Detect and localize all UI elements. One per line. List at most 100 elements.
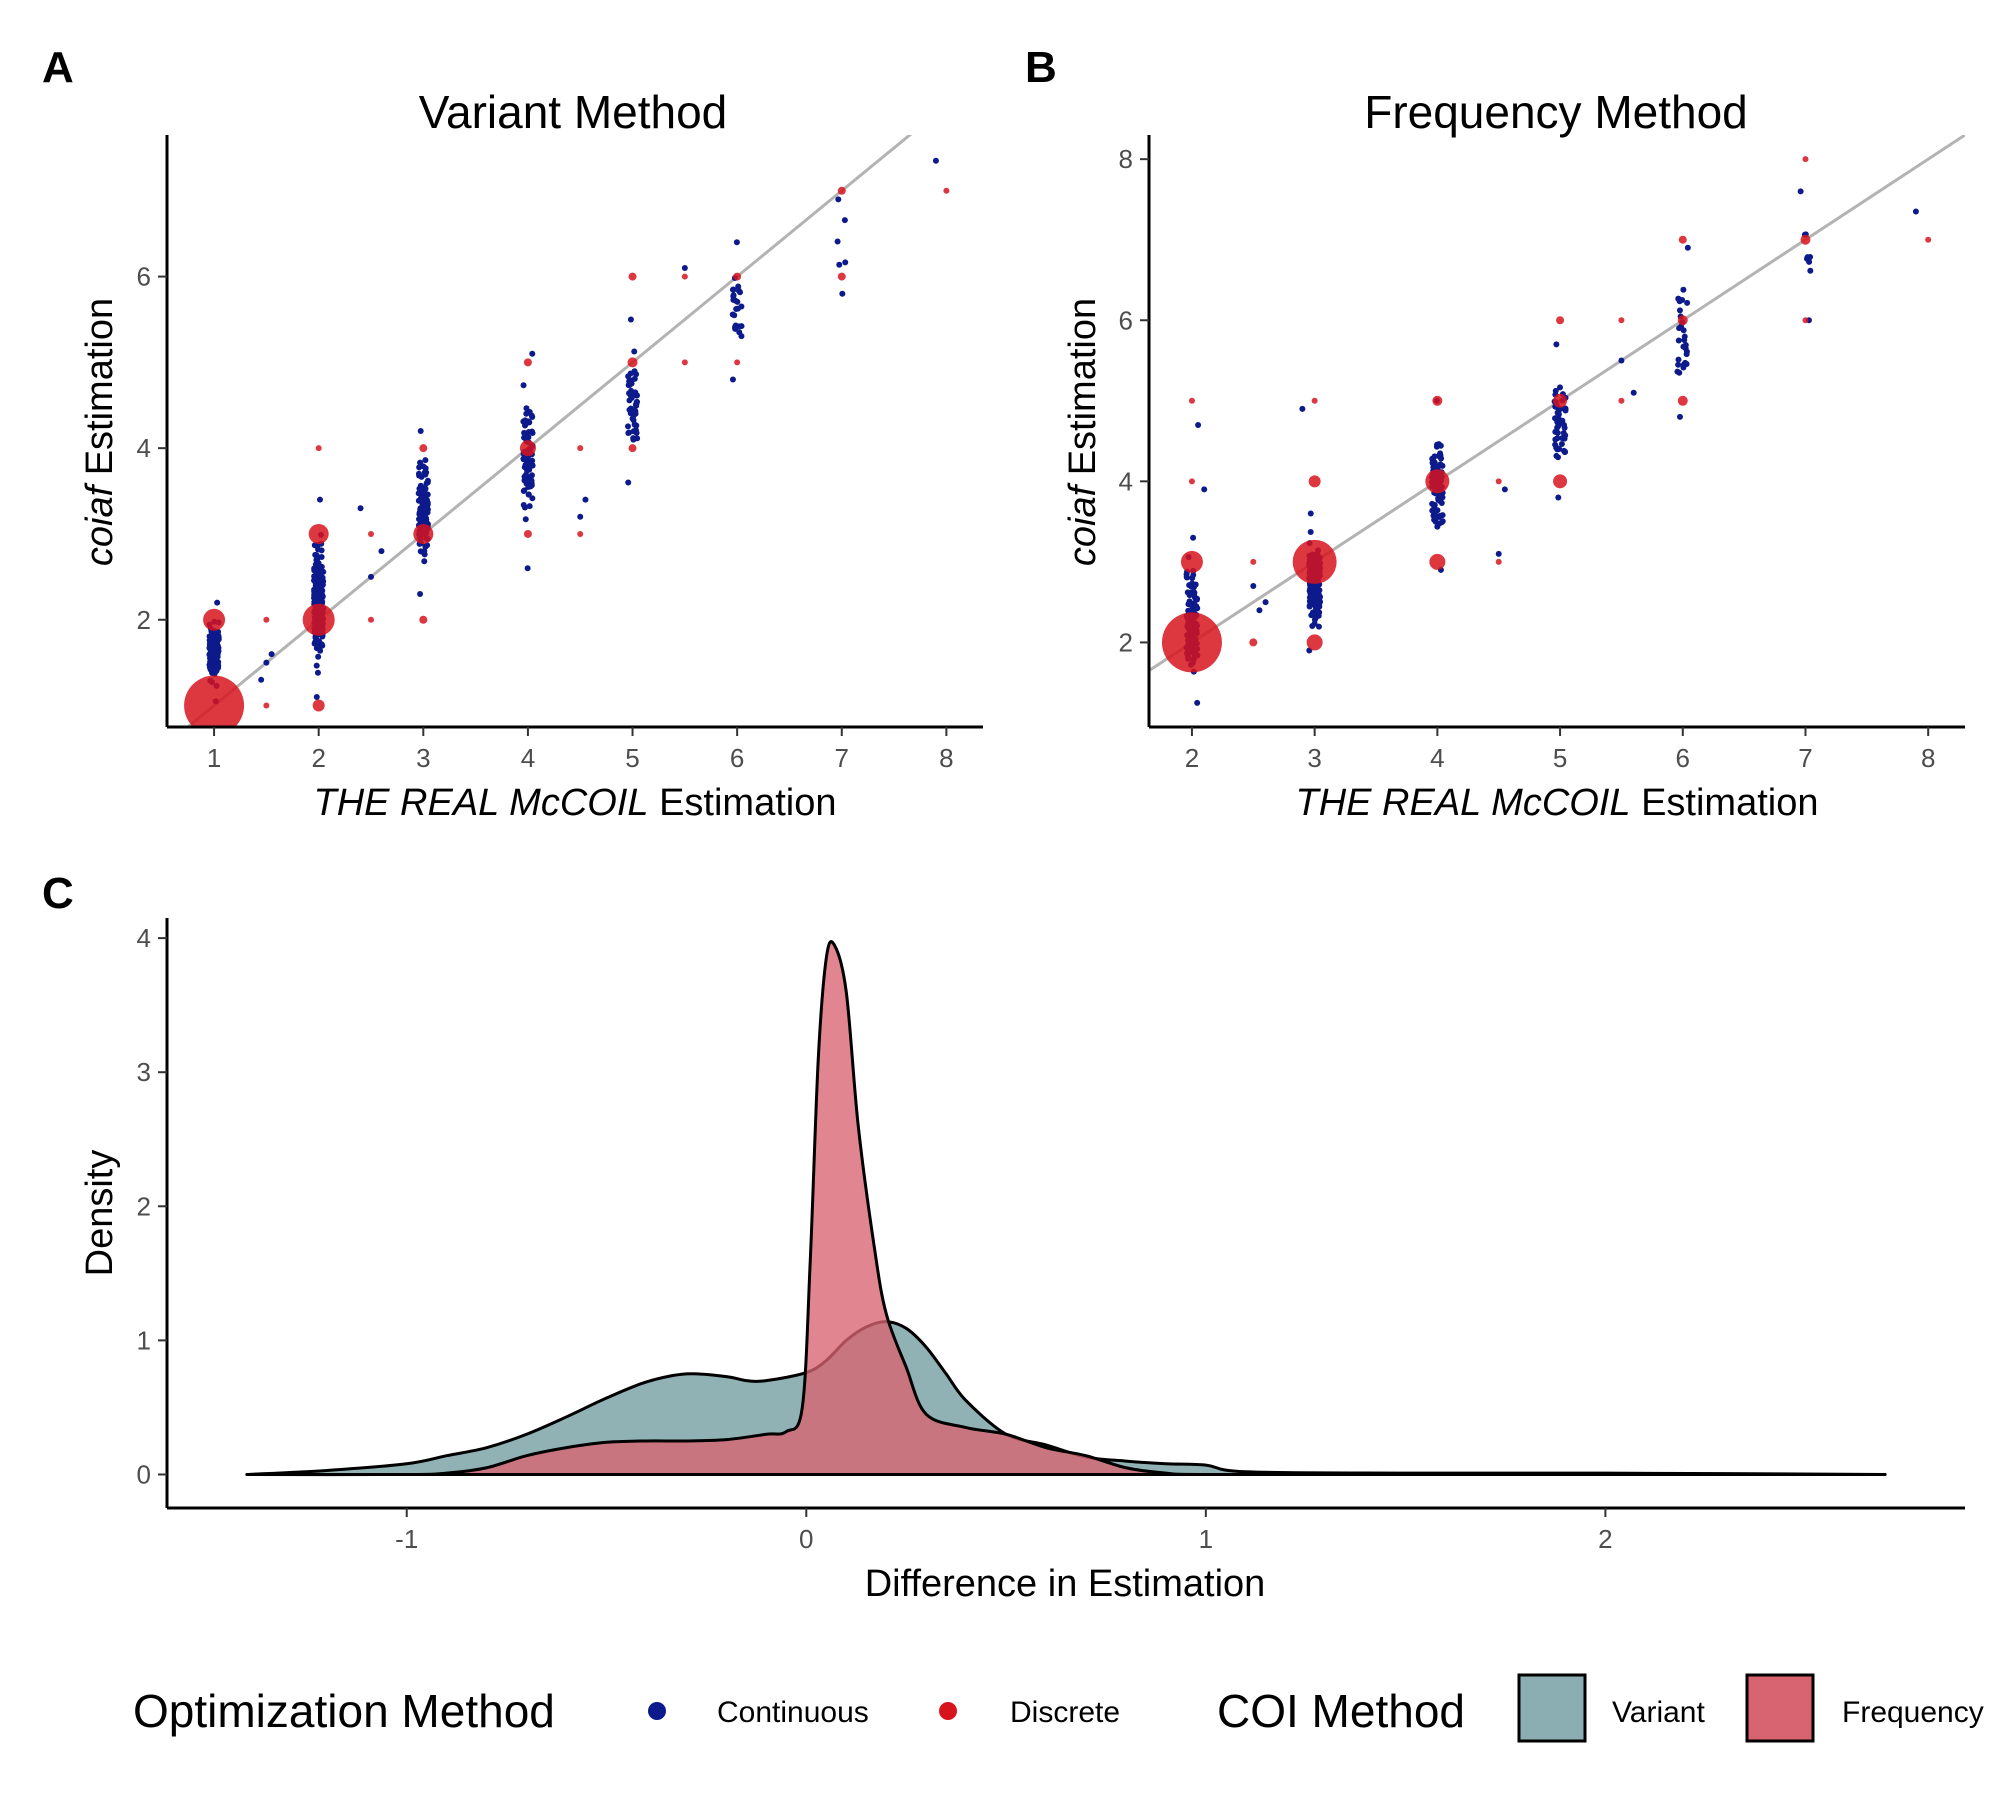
panel-b-y-tick-label: 2 [1119,627,1133,657]
panel-a-continuous-point [423,480,430,487]
panel-b-discrete-point [1495,558,1502,565]
panel-b-x-tick-label: 6 [1676,743,1690,773]
panel-a-continuous-point [315,589,322,596]
panel-a-continuous-point [313,693,320,700]
panel-a-identity-line [185,135,913,727]
panel-a-discrete-point [523,358,532,367]
panel-a-continuous-point [206,651,213,658]
panel-a-y-axis-title-italic: coiaf [79,482,121,566]
panel-b-discrete-point [1308,475,1321,488]
panel-a-ticks: 1 2 3 4 5 6 7 8 2 4 6 [137,262,954,773]
panel-a-continuous-point [627,316,634,323]
legend-optimization-title: Optimization Method [133,1685,555,1737]
panel-a-continuous-point [258,676,265,683]
panel-b-continuous-point [1675,337,1682,344]
panel-a-continuous-point [631,421,638,428]
panel-a-x-axis-title-italic: THE REAL McCOIL [313,782,648,824]
panel-b-continuous-point [1912,208,1919,215]
panel-a-continuous-point [528,428,535,435]
panel-b-discrete-point [1188,397,1195,404]
panel-c-y-tick-label: 3 [137,1057,151,1087]
panel-a-discrete-point [203,608,226,631]
panel-b-discrete-point [1432,395,1443,406]
panel-a-continuous-point [520,488,527,495]
panel-b-x-tick-label: 4 [1430,743,1444,773]
panel-a-continuous-point [577,513,584,520]
panel-a-continuous-point [625,430,632,437]
panel-a-continuous-point [524,467,531,474]
panel-b-continuous-point [1307,528,1314,535]
panel-a-x-tick-label: 4 [521,743,535,773]
panel-b-x-tick-label: 5 [1553,743,1567,773]
panel-a-y-tick-label: 4 [137,433,151,463]
panel-a-discrete-point [419,444,428,453]
panel-c-y-tick-label: 1 [137,1325,151,1355]
panel-a-continuous-point [528,477,535,484]
panel-b-continuous-point [1262,599,1269,606]
panel-a-continuous-point [214,599,221,606]
panel-a-continuous-point [417,591,424,598]
panel-b-continuous-point [1313,605,1320,612]
panel-a-continuous-point [633,402,640,409]
panel-b-y-axis-title: coiaf Estimation [1062,298,1104,566]
panel-c-y-tick-label: 0 [137,1459,151,1489]
panel-a-continuous-point [522,422,529,429]
panel-a-x-tick-label: 7 [835,743,849,773]
panel-b-continuous-point [1299,405,1306,412]
panel-b-continuous-point [1256,607,1263,614]
panel-b-continuous-point [1311,589,1318,596]
panel-c-x-axis-title: Difference in Estimation [865,1563,1266,1605]
panel-a-continuous-point [316,642,323,649]
panel-b-y-tick-label: 8 [1119,144,1133,174]
panel-a-continuous-point [628,394,635,401]
panel-a-x-tick-label: 5 [625,743,639,773]
panel-b-continuous-point [1307,585,1314,592]
panel-a-discrete-point [837,272,846,281]
panel-a-title: Variant Method [419,86,728,138]
panel-a-continuous-point [317,596,324,603]
panel-a-continuous-point [214,643,221,650]
panel-a-continuous-point [319,579,326,586]
panel-a-continuous-point [378,548,385,555]
panel-c-density-frequency [245,940,1887,1477]
panel-a-x-tick-label: 1 [207,743,221,773]
panel-b-continuous-point [1194,699,1201,706]
panel-c-letter: C [42,869,74,918]
panel-b-discrete-point [1678,235,1687,244]
legend: Optimization Method Continuous Discrete … [133,1673,1984,1743]
panel-b-discrete-point [1800,234,1811,245]
legend-discrete-key [939,1702,957,1720]
panel-b-discrete-point [1306,634,1323,651]
panel-a-continuous-point [529,350,536,357]
panel-b-x-tick-label: 7 [1798,743,1812,773]
panel-b-continuous-point [1681,337,1688,344]
panel-a-continuous-point [207,642,214,649]
panel-a-continuous-point [627,405,634,412]
panel-a-continuous-point [415,470,422,477]
panel-a-continuous-point [729,286,736,293]
panel-b-discrete-point [1292,539,1337,584]
panel-b-continuous-point [1431,516,1438,523]
panel-a-continuous-point [357,505,364,512]
panel-a-continuous-point [582,496,589,503]
panel-b-continuous-point [1195,421,1202,428]
panel-a-continuous-point [206,661,213,668]
panel-a-continuous-point [424,500,431,507]
panel-b-continuous-point [1552,441,1559,448]
panel-a-continuous-point [628,380,635,387]
panel-a-continuous-point [421,512,428,519]
panel-a-discrete-point [734,359,741,366]
panel-a-x-tick-label: 8 [939,743,953,773]
panel-a-continuous-point [521,429,528,436]
panel-b-continuous-point [1676,369,1683,376]
panel-b-continuous-point [1552,415,1559,422]
panel-c-density: C -1 0 1 2 0 1 2 3 4 Difference in Estimation De… [42,869,1965,1605]
panel-b-continuous-point [1675,356,1682,363]
panel-a-continuous-point [528,482,535,489]
panel-a-continuous-point [263,659,270,666]
panel-a-continuous-point [730,292,737,299]
panel-a-continuous-point [528,412,535,419]
panel-b-continuous-point [1682,345,1689,352]
panel-b-continuous-point [1430,464,1437,471]
